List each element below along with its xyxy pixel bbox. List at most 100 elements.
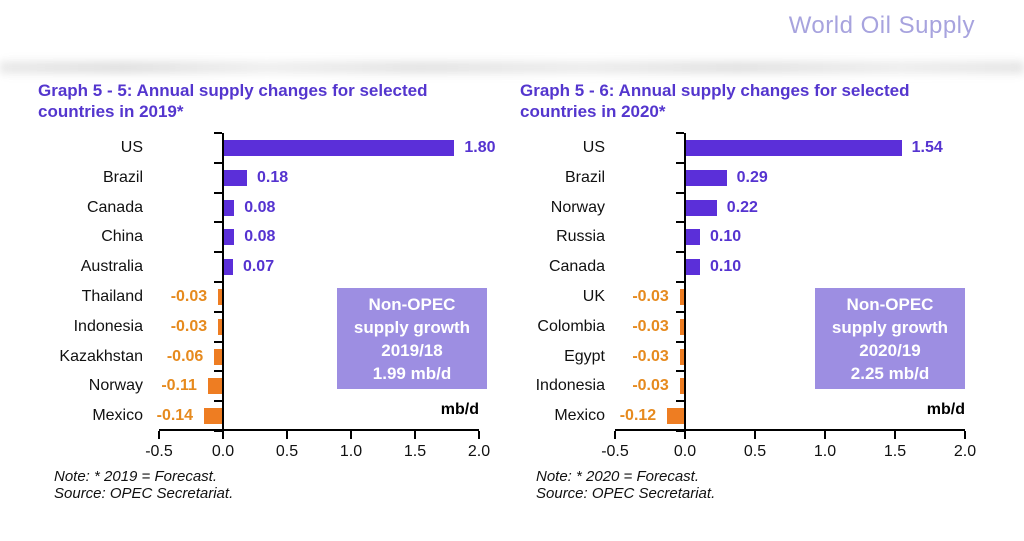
bar-positive [224, 169, 248, 186]
annotation-box: Non-OPEC supply growth 2020/19 2.25 mb/d [815, 288, 965, 389]
category-tick [676, 221, 684, 223]
category-label: Brazil [102, 168, 143, 186]
category-tick [676, 400, 684, 402]
value-label: -0.14 [156, 407, 194, 425]
x-axis-tick-label: 2.0 [953, 443, 977, 460]
x-axis-tick-label: 0.5 [743, 443, 767, 460]
bar-negative [679, 318, 684, 335]
category-tick [214, 251, 222, 253]
bar-positive [686, 229, 700, 246]
category-tick [214, 311, 222, 313]
category-label: China [101, 228, 143, 246]
bar-negative [679, 288, 684, 305]
value-label: 0.10 [710, 258, 742, 276]
note-line: Note: * 2020 = Forecast. [536, 468, 700, 485]
bar-negative [214, 348, 222, 365]
bar-positive [224, 259, 233, 276]
annotation-line: supply growth [831, 318, 949, 337]
category-tick [676, 132, 684, 134]
bar-positive [224, 229, 235, 246]
x-axis-tick [158, 431, 160, 439]
x-axis-line [159, 429, 479, 431]
category-label: UK [582, 288, 605, 305]
chart-notes: Note: * 2020 = Forecast. Source: OPEC Se… [536, 468, 715, 502]
value-label: 0.22 [726, 198, 758, 216]
chart-panel-2020: Graph 5 - 6: Annual supply changes for s… [520, 80, 976, 530]
chart-title-line-2: countries in 2019* [38, 102, 184, 121]
bar-negative [218, 288, 222, 305]
x-axis-tick-label: -0.5 [601, 443, 629, 460]
annotation-line: 1.99 mb/d [372, 364, 452, 383]
category-label: Australia [80, 258, 143, 276]
value-label: -0.06 [166, 347, 204, 365]
category-label: US [120, 139, 143, 156]
bar-positive [224, 139, 455, 156]
value-label: -0.03 [632, 317, 669, 335]
x-axis-tick [824, 431, 826, 439]
page-title: World Oil Supply [788, 12, 975, 39]
x-axis-tick [478, 431, 480, 439]
x-axis-tick [684, 431, 686, 439]
category-label: Egypt [564, 347, 605, 365]
chart-title-line-2: countries in 2020* [520, 102, 666, 121]
category-tick [214, 341, 222, 343]
x-axis-tick [286, 431, 288, 439]
category-tick [214, 221, 222, 223]
x-axis-tick-label: -0.5 [145, 443, 173, 460]
category-tick [214, 162, 222, 164]
x-axis-tick-label: 0.0 [211, 443, 235, 460]
bar-negative [218, 318, 222, 335]
x-axis-tick [754, 431, 756, 439]
source-line: Source: OPEC Secretariat. [54, 485, 234, 502]
category-label: Mexico [554, 407, 605, 425]
category-label: Indonesia [73, 317, 143, 335]
x-axis-tick [350, 431, 352, 439]
x-axis-tick-label: 1.0 [813, 443, 837, 460]
y-axis-line [684, 133, 686, 431]
chart-notes: Note: * 2019 = Forecast. Source: OPEC Se… [54, 468, 233, 502]
category-label: Indonesia [535, 377, 605, 395]
annotation-line: 2.25 mb/d [850, 364, 930, 383]
category-tick [214, 430, 222, 432]
annotation-line: Non-OPEC [846, 295, 934, 314]
chart-title-line-1: Graph 5 - 5: Annual supply changes for s… [38, 81, 428, 100]
plot-area: Non-OPEC supply growth 2019/18 1.99 mb/d… [38, 132, 496, 460]
category-tick [676, 430, 684, 432]
bar-positive [686, 169, 727, 186]
x-axis-tick [222, 431, 224, 439]
category-label: Canada [86, 198, 143, 216]
value-label: 1.54 [911, 139, 943, 156]
x-axis-tick [894, 431, 896, 439]
category-label: Canada [548, 258, 605, 276]
category-label: Norway [88, 377, 143, 395]
bar-negative [667, 408, 684, 425]
category-tick [214, 281, 222, 283]
x-axis-tick [614, 431, 616, 439]
category-tick [676, 281, 684, 283]
annotation-box: Non-OPEC supply growth 2019/18 1.99 mb/d [337, 288, 487, 389]
value-label: 0.10 [710, 228, 742, 246]
category-tick [676, 370, 684, 372]
x-axis-tick-label: 0.5 [275, 443, 299, 460]
value-label: 0.08 [244, 228, 276, 246]
chart-title-line-1: Graph 5 - 6: Annual supply changes for s… [520, 81, 910, 100]
category-tick [676, 341, 684, 343]
category-label: US [582, 139, 605, 156]
annotation-line: Non-OPEC [368, 295, 456, 314]
value-label: -0.03 [632, 377, 669, 395]
x-axis-tick-label: 1.5 [883, 443, 907, 460]
category-label: Mexico [92, 407, 143, 425]
source-line: Source: OPEC Secretariat. [536, 485, 716, 502]
chart-title: Graph 5 - 6: Annual supply changes for s… [520, 80, 972, 122]
category-label: Thailand [81, 288, 143, 305]
x-axis-tick-label: 2.0 [467, 443, 491, 460]
bar-positive [686, 199, 717, 216]
bar-negative [207, 378, 222, 395]
value-label: 0.18 [257, 168, 289, 186]
category-tick [676, 311, 684, 313]
x-axis-tick-label: 1.0 [339, 443, 363, 460]
value-label: -0.03 [170, 317, 208, 335]
category-label: Russia [556, 228, 605, 246]
category-label: Colombia [537, 317, 605, 335]
category-tick [214, 132, 222, 134]
